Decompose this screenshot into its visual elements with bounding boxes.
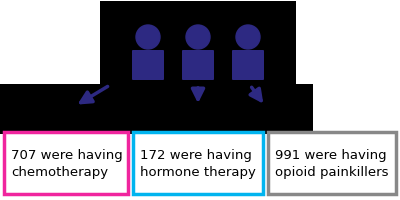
FancyBboxPatch shape bbox=[132, 51, 164, 81]
FancyBboxPatch shape bbox=[232, 51, 264, 81]
Bar bbox=[100, 2, 296, 90]
Circle shape bbox=[236, 26, 260, 50]
Circle shape bbox=[136, 26, 160, 50]
Text: 991 were having
opioid painkillers: 991 were having opioid painkillers bbox=[275, 148, 388, 178]
Circle shape bbox=[186, 26, 210, 50]
Bar bbox=[0, 85, 313, 134]
Bar bbox=[133, 132, 263, 194]
Bar bbox=[268, 132, 396, 194]
Text: 172 were having
hormone therapy: 172 were having hormone therapy bbox=[140, 148, 256, 178]
Bar bbox=[4, 132, 128, 194]
Text: 707 were having
chemotherapy: 707 were having chemotherapy bbox=[11, 148, 123, 178]
FancyBboxPatch shape bbox=[182, 51, 214, 81]
